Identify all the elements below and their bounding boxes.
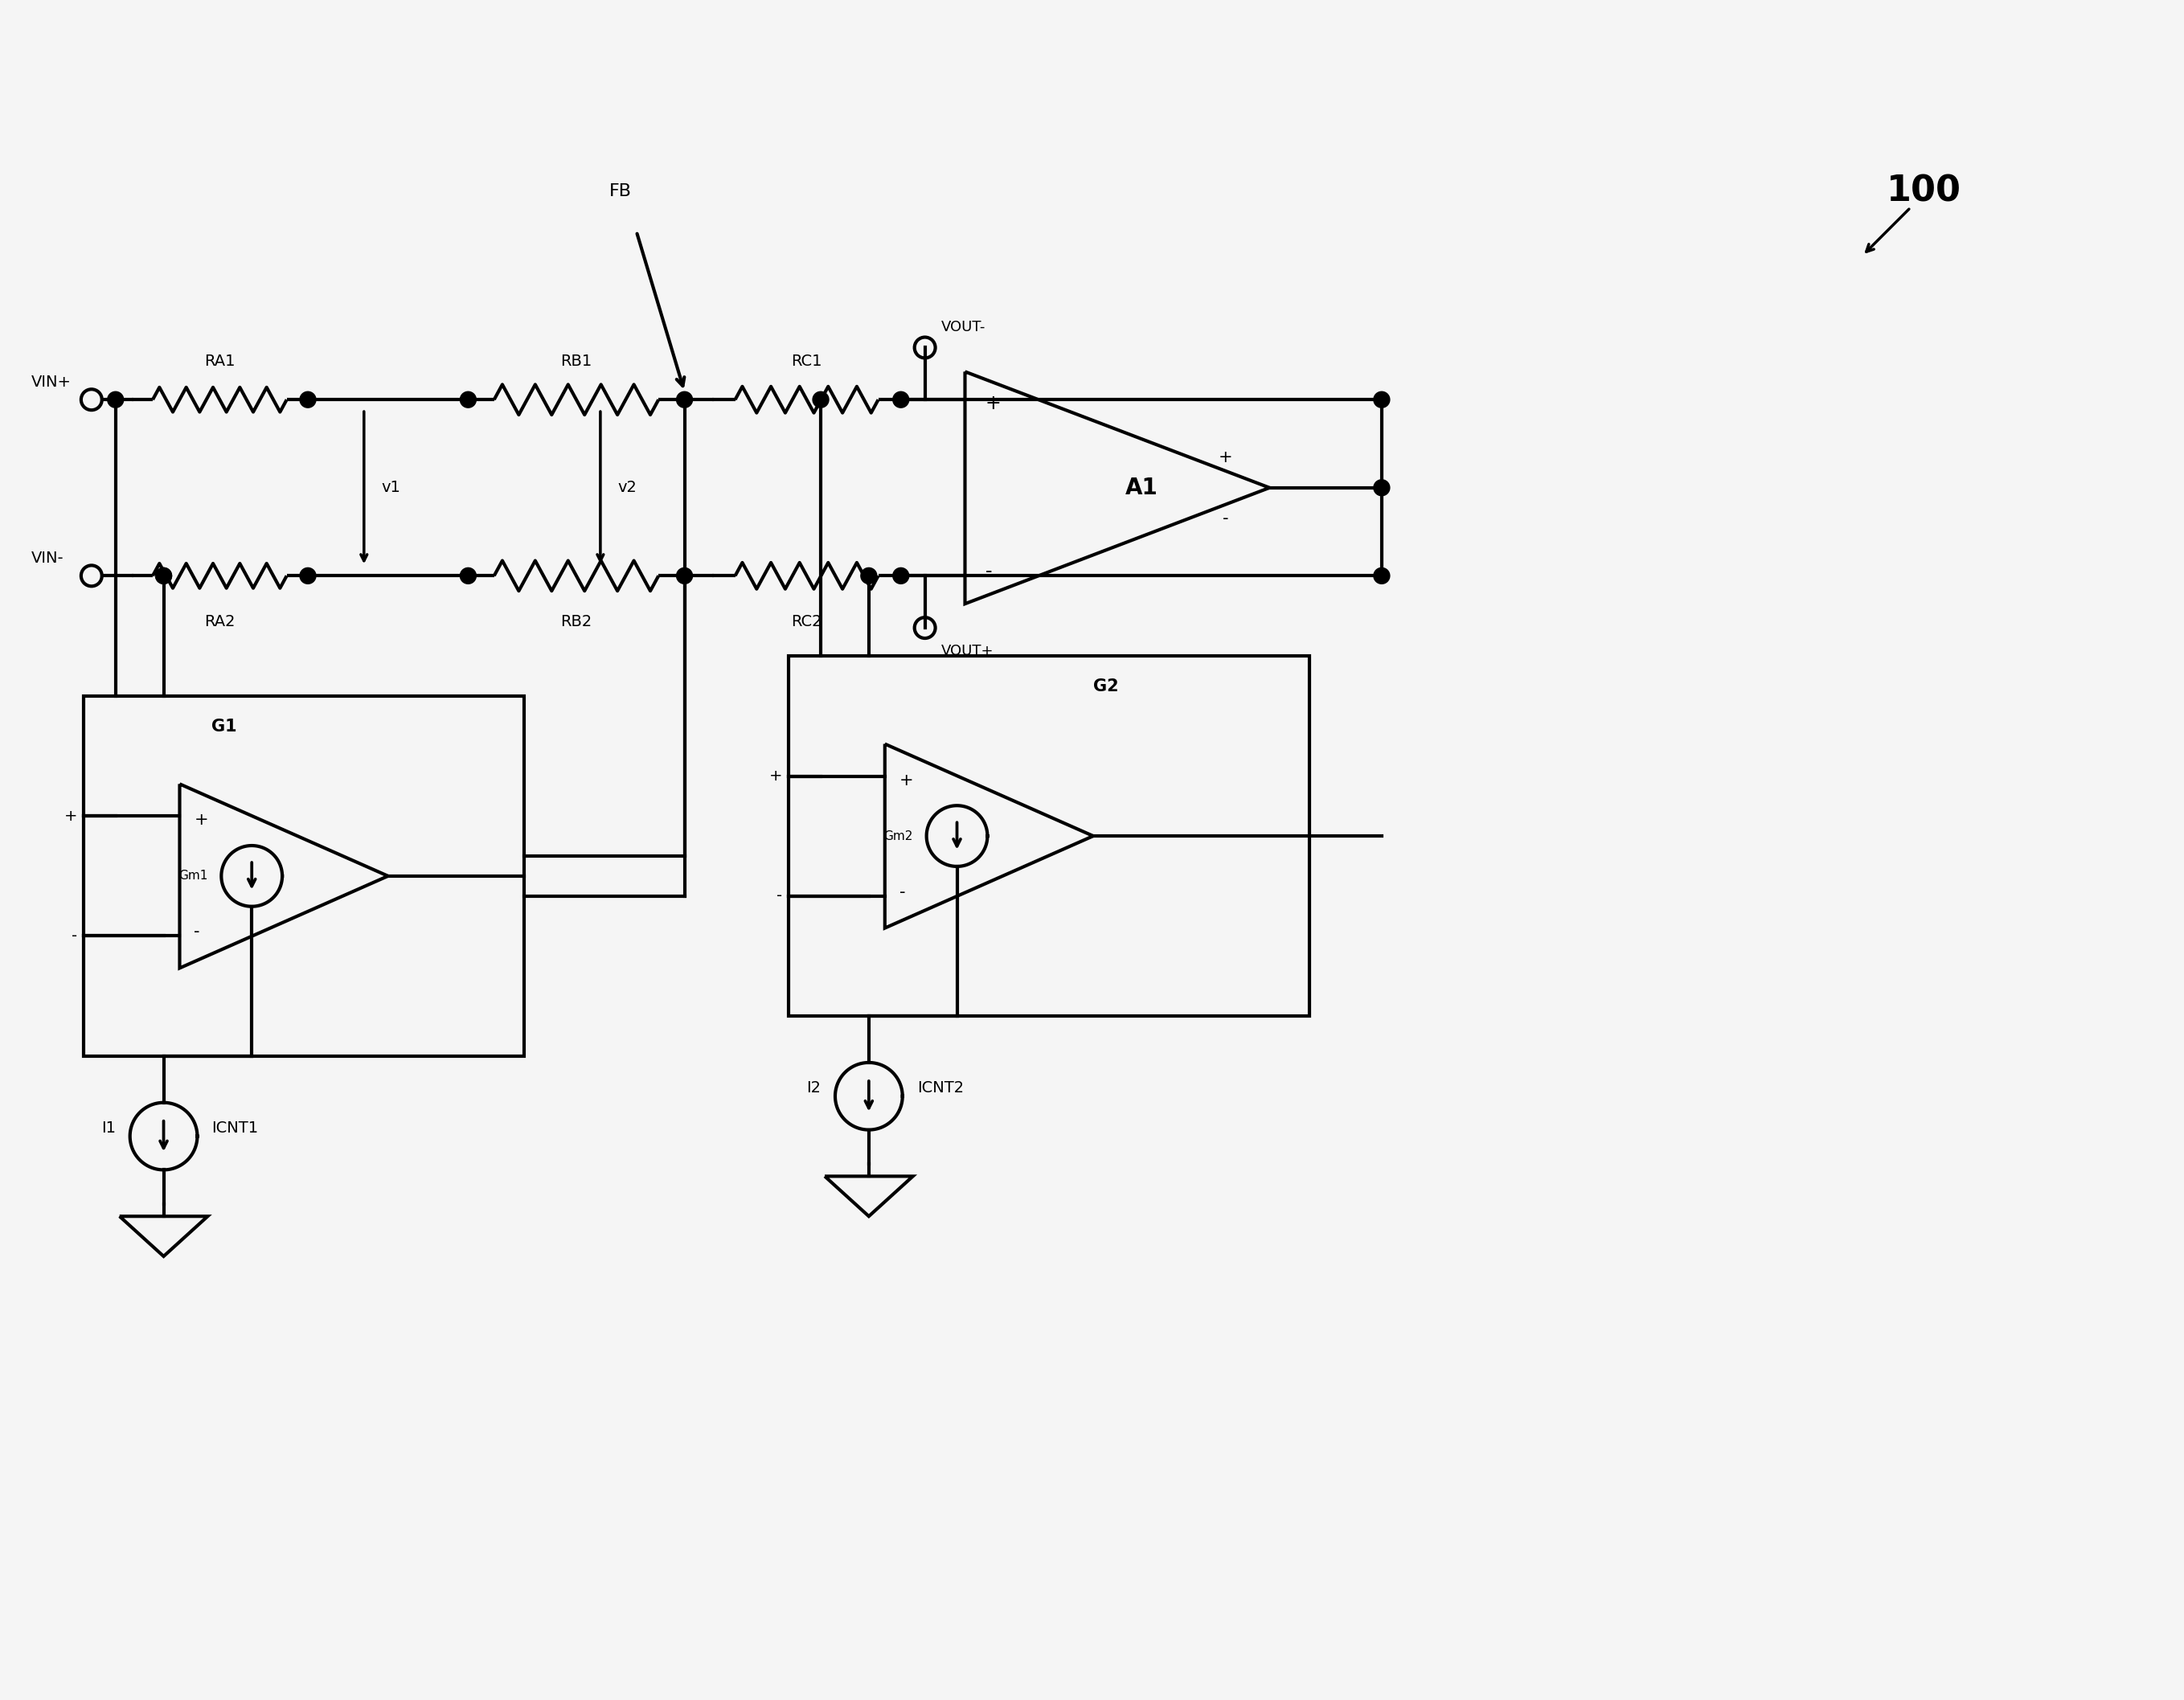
Text: +: + [900, 772, 913, 789]
Text: Gm1: Gm1 [179, 870, 207, 882]
Circle shape [1374, 391, 1389, 408]
Circle shape [893, 391, 909, 408]
Text: +: + [1219, 449, 1232, 466]
Circle shape [155, 568, 173, 583]
Text: 100: 100 [1887, 173, 1961, 209]
Text: RC1: RC1 [791, 354, 821, 369]
Bar [83, 695, 524, 1056]
Circle shape [461, 568, 476, 583]
Text: I2: I2 [806, 1081, 821, 1097]
Text: RB1: RB1 [561, 354, 592, 369]
Text: ICNT2: ICNT2 [917, 1081, 963, 1097]
Text: -: - [900, 884, 906, 899]
Text: I1: I1 [100, 1120, 116, 1136]
Text: +: + [769, 768, 782, 784]
Text: v2: v2 [618, 479, 638, 495]
Text: RB2: RB2 [561, 614, 592, 629]
Circle shape [677, 391, 692, 408]
Text: FB: FB [609, 184, 631, 199]
Circle shape [461, 391, 476, 408]
Circle shape [677, 568, 692, 583]
Circle shape [155, 568, 173, 583]
Text: +: + [194, 813, 207, 828]
Text: -: - [194, 923, 201, 940]
Text: -: - [778, 887, 782, 903]
Circle shape [107, 391, 124, 408]
Text: VIN-: VIN- [31, 551, 63, 566]
Text: +: + [985, 394, 1000, 413]
Circle shape [1374, 479, 1389, 496]
Text: VOUT-: VOUT- [941, 320, 985, 333]
Text: G2: G2 [1094, 678, 1118, 694]
Circle shape [860, 568, 876, 583]
Circle shape [299, 391, 317, 408]
Text: v1: v1 [382, 479, 402, 495]
Text: VOUT+: VOUT+ [941, 644, 994, 658]
Circle shape [1374, 568, 1389, 583]
Text: +: + [63, 809, 76, 825]
Text: RC2: RC2 [791, 614, 821, 629]
Circle shape [299, 568, 317, 583]
Text: RA1: RA1 [205, 354, 236, 369]
Text: VIN+: VIN+ [31, 374, 72, 389]
Text: RA2: RA2 [205, 614, 236, 629]
Text: -: - [985, 563, 992, 581]
Bar [788, 656, 1310, 1017]
Text: G1: G1 [212, 719, 238, 734]
Text: A1: A1 [1125, 476, 1158, 500]
Text: Gm2: Gm2 [885, 830, 913, 842]
Text: -: - [72, 928, 76, 944]
Text: -: - [1223, 510, 1227, 527]
Text: ICNT1: ICNT1 [212, 1120, 258, 1136]
Circle shape [812, 391, 828, 408]
Circle shape [893, 568, 909, 583]
